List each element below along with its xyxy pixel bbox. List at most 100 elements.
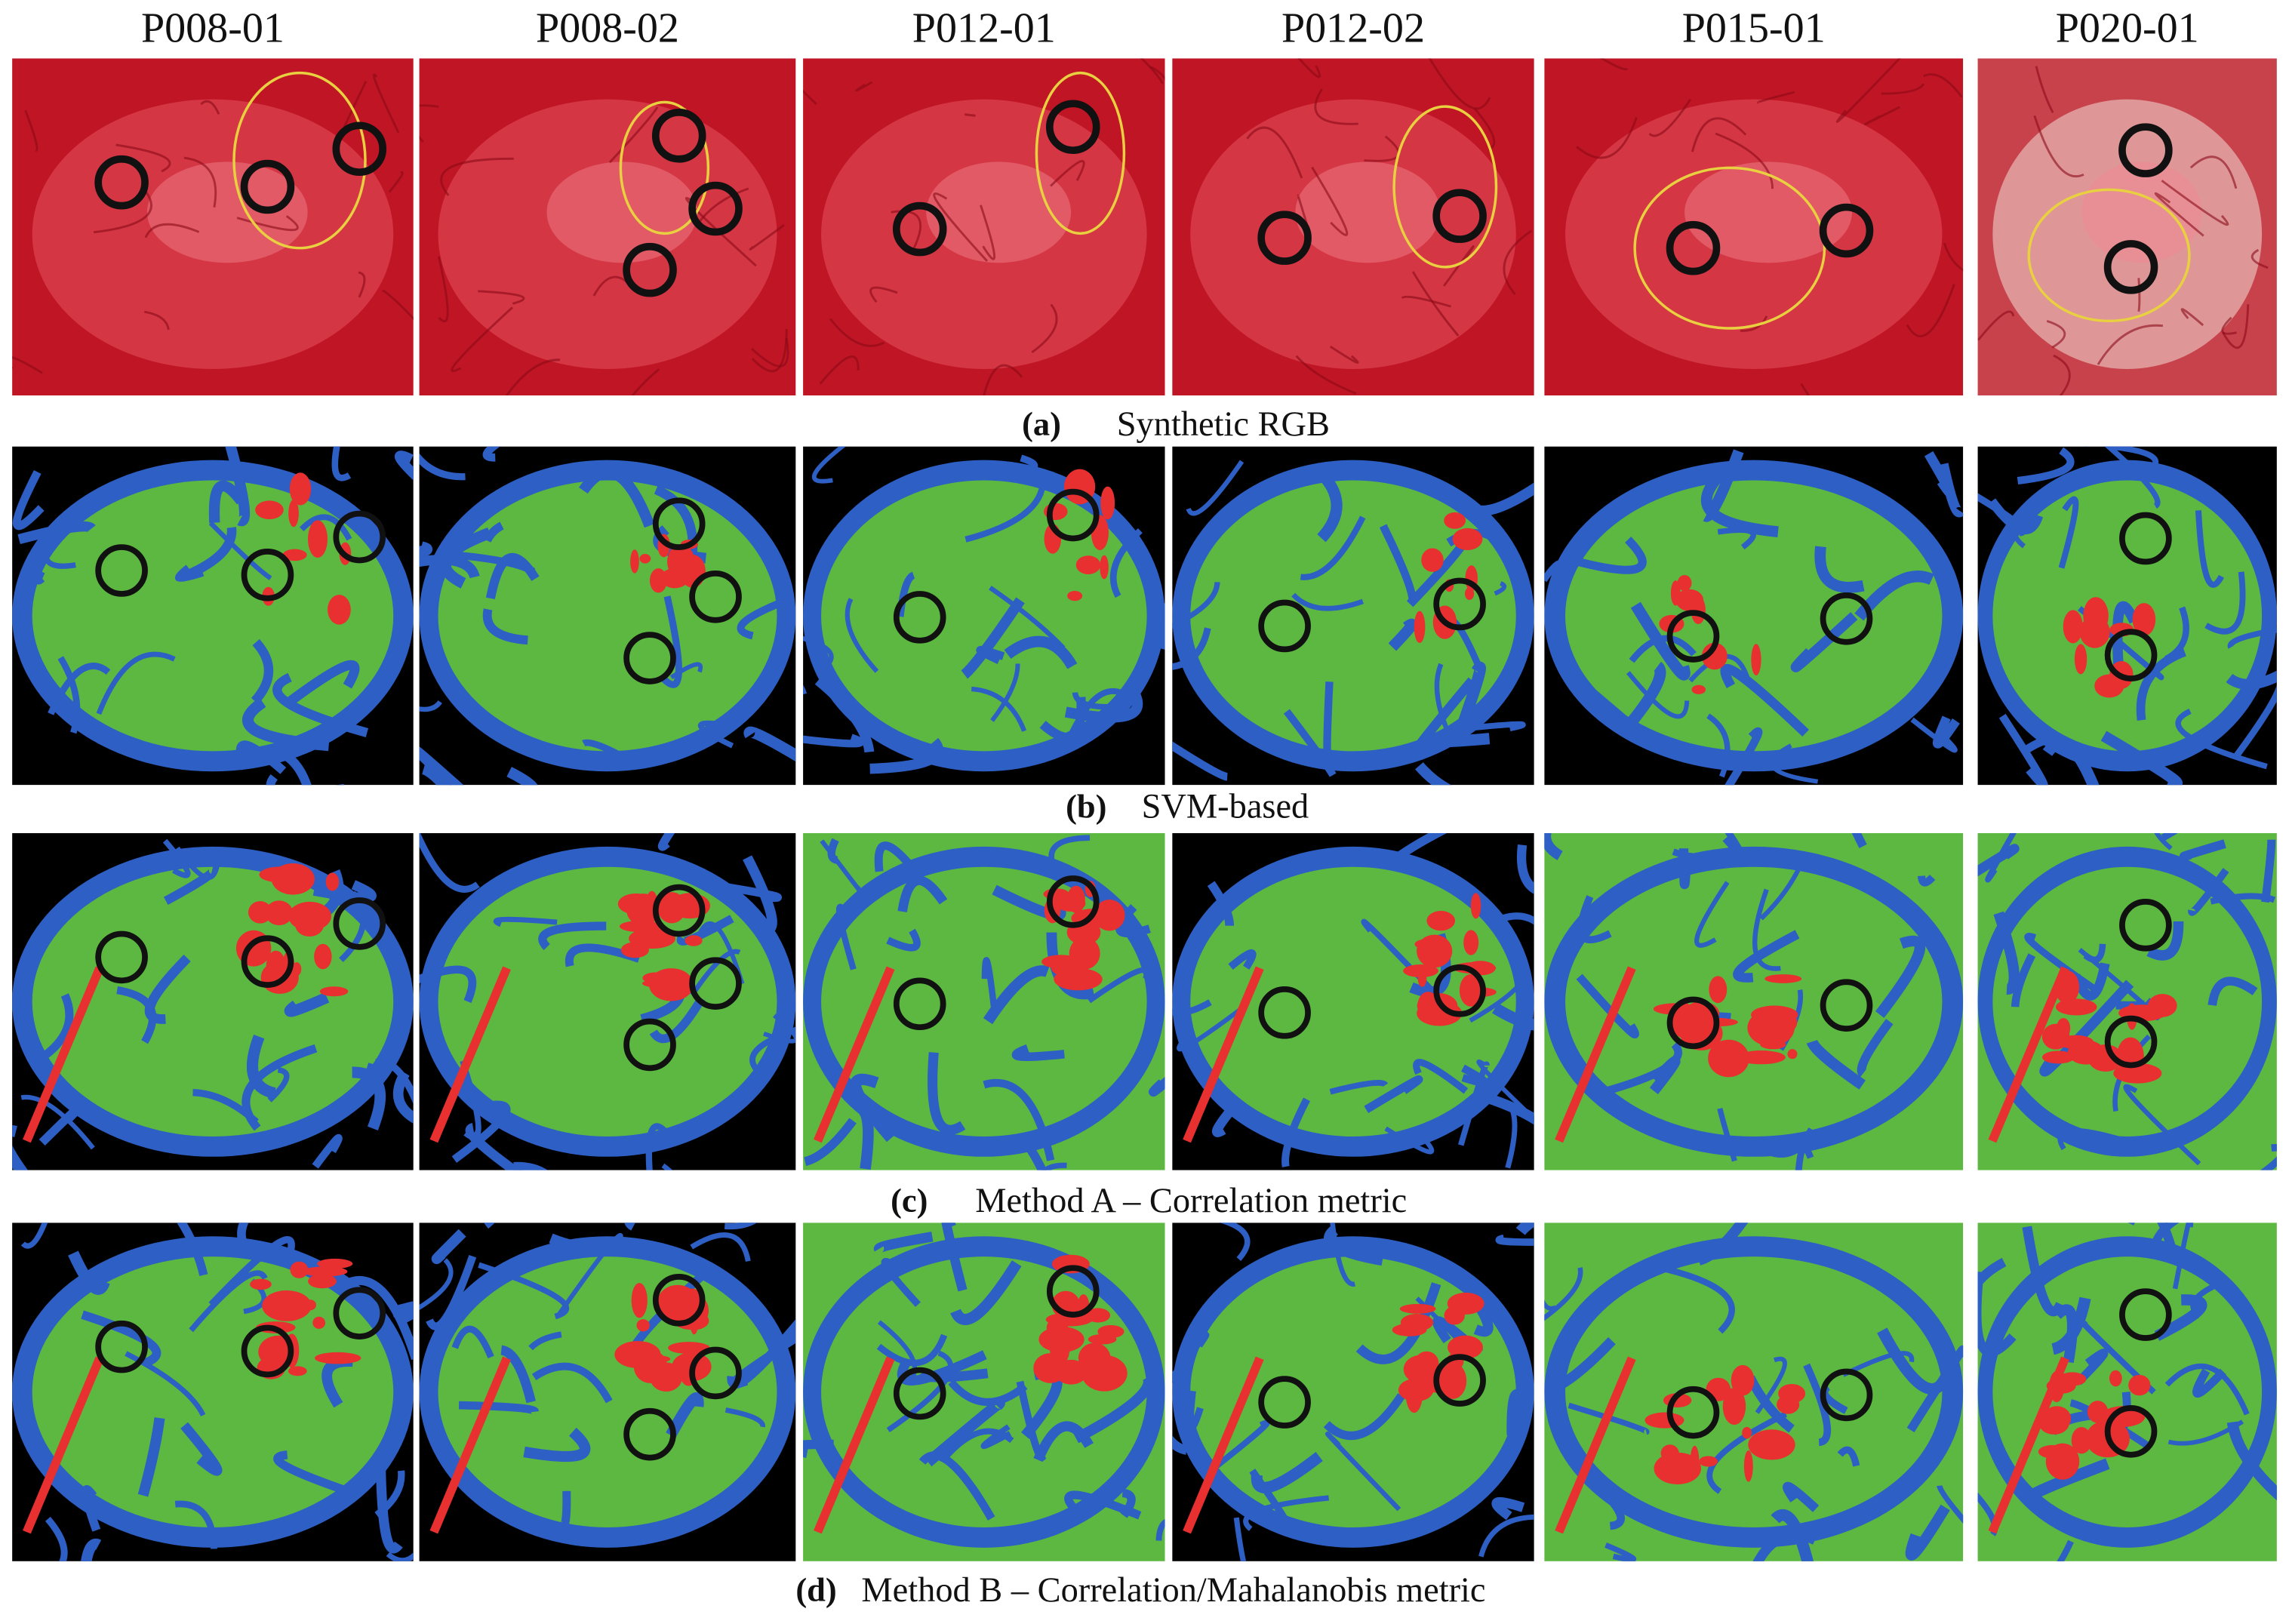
marker-ring bbox=[1258, 599, 1311, 653]
vessel-class bbox=[478, 1262, 570, 1320]
vessel-class bbox=[1589, 1478, 1625, 1530]
marker-ring bbox=[332, 121, 387, 176]
vessel-class bbox=[1906, 1345, 1964, 1433]
vessel-class bbox=[1544, 833, 1563, 860]
marker-ring bbox=[1258, 986, 1311, 1039]
vessel-class bbox=[1620, 661, 1666, 734]
vessel-class bbox=[2058, 496, 2079, 569]
tumor-class bbox=[685, 935, 703, 946]
vessel-class bbox=[869, 737, 943, 774]
marker-ring bbox=[333, 897, 386, 950]
vessel bbox=[372, 73, 400, 134]
vessel-class bbox=[1568, 1402, 1650, 1435]
marker-ring bbox=[1046, 488, 1100, 542]
vessel-class bbox=[307, 1063, 374, 1127]
vessel bbox=[1576, 117, 1638, 159]
tissue bbox=[32, 99, 394, 369]
vessel bbox=[382, 289, 414, 321]
tumor-contour bbox=[2027, 188, 2191, 323]
tumor-class bbox=[2045, 1443, 2080, 1480]
tumor-class bbox=[288, 1366, 307, 1376]
tumor-class bbox=[2063, 610, 2083, 644]
vessel-class bbox=[352, 1066, 386, 1130]
tumor-class bbox=[1444, 1306, 1465, 1325]
vessel-class bbox=[1544, 560, 1567, 593]
map-tissue bbox=[821, 866, 1147, 1137]
vessel-class bbox=[2083, 943, 2106, 964]
tumor-class bbox=[1100, 486, 1115, 520]
vessel-class bbox=[34, 570, 45, 585]
vessel-class bbox=[625, 1223, 636, 1231]
vessel-class bbox=[237, 1223, 250, 1250]
tumor-class bbox=[1439, 1362, 1467, 1399]
vessel-class bbox=[886, 928, 921, 952]
vessel bbox=[1411, 271, 1460, 337]
vessel bbox=[1691, 117, 1747, 152]
caption-label: (b) bbox=[1066, 787, 1106, 825]
marker-ring bbox=[241, 935, 294, 988]
vessel-class bbox=[2164, 606, 2189, 663]
tumor-class bbox=[250, 1278, 272, 1290]
vessel-class bbox=[1717, 1108, 1737, 1162]
marker-ring bbox=[1820, 592, 1873, 645]
tissue bbox=[821, 99, 1147, 369]
vessel-class bbox=[1752, 888, 1781, 971]
panel-image bbox=[1544, 833, 1964, 1170]
tumor-contour bbox=[1035, 71, 1126, 235]
highlight bbox=[546, 161, 698, 263]
vessel-class bbox=[1408, 677, 1476, 760]
tumor-class bbox=[325, 872, 340, 891]
vessel-class bbox=[68, 1250, 110, 1295]
tumor-class bbox=[302, 1266, 348, 1277]
panel-image bbox=[12, 58, 414, 395]
vessel-class bbox=[2011, 510, 2029, 549]
tumor-streak bbox=[1988, 966, 2069, 1143]
vessel-class bbox=[500, 1345, 536, 1404]
vessel-class bbox=[896, 571, 915, 617]
vessel-class bbox=[803, 635, 834, 675]
vessel-class bbox=[556, 1232, 623, 1316]
vessel-class bbox=[858, 1106, 874, 1170]
vessel bbox=[24, 109, 38, 152]
vessel bbox=[1295, 355, 1357, 395]
vessel bbox=[451, 306, 513, 373]
vessel-class bbox=[386, 1552, 414, 1561]
vessel bbox=[965, 113, 976, 117]
vessel-class bbox=[820, 839, 869, 903]
marker-ring bbox=[893, 1367, 946, 1420]
vessel-class bbox=[1857, 1019, 1894, 1078]
tumor-class bbox=[1066, 885, 1085, 913]
tumor-class bbox=[1088, 1333, 1117, 1345]
highlight bbox=[926, 161, 1072, 263]
caption-text: Synthetic RGB bbox=[1117, 405, 1330, 444]
vessel-class bbox=[1219, 1223, 1251, 1261]
tumor-class bbox=[317, 1258, 353, 1269]
vessel-class bbox=[2075, 1349, 2109, 1386]
vessel-class bbox=[513, 1161, 548, 1170]
tumor-class bbox=[1691, 684, 1706, 694]
tumor-class bbox=[295, 912, 325, 937]
vessel bbox=[1715, 132, 1774, 189]
vessel-class bbox=[743, 726, 796, 762]
column-header: P008-01 bbox=[141, 5, 285, 51]
vessel bbox=[980, 205, 995, 260]
vessel bbox=[2033, 115, 2084, 178]
vessel bbox=[697, 187, 749, 224]
vessel bbox=[631, 368, 660, 395]
tumor-class bbox=[255, 500, 284, 520]
vessel-class bbox=[1415, 762, 1452, 786]
tumor-streak bbox=[1183, 966, 1264, 1143]
vessel-class bbox=[81, 1310, 162, 1368]
vessel-class bbox=[1604, 1542, 1636, 1561]
vessel bbox=[12, 356, 43, 374]
tumor-class bbox=[1709, 976, 1728, 1004]
vessel-class bbox=[1384, 1126, 1435, 1155]
tumor-streak bbox=[23, 1356, 104, 1534]
vessel-class bbox=[162, 838, 191, 878]
marker-ring bbox=[95, 544, 148, 597]
panel-image bbox=[1172, 833, 1534, 1170]
vessel-class bbox=[2232, 674, 2277, 760]
vessel bbox=[1599, 58, 1629, 71]
tumor-class bbox=[1764, 974, 1802, 983]
vessel-class bbox=[1177, 1003, 1248, 1052]
